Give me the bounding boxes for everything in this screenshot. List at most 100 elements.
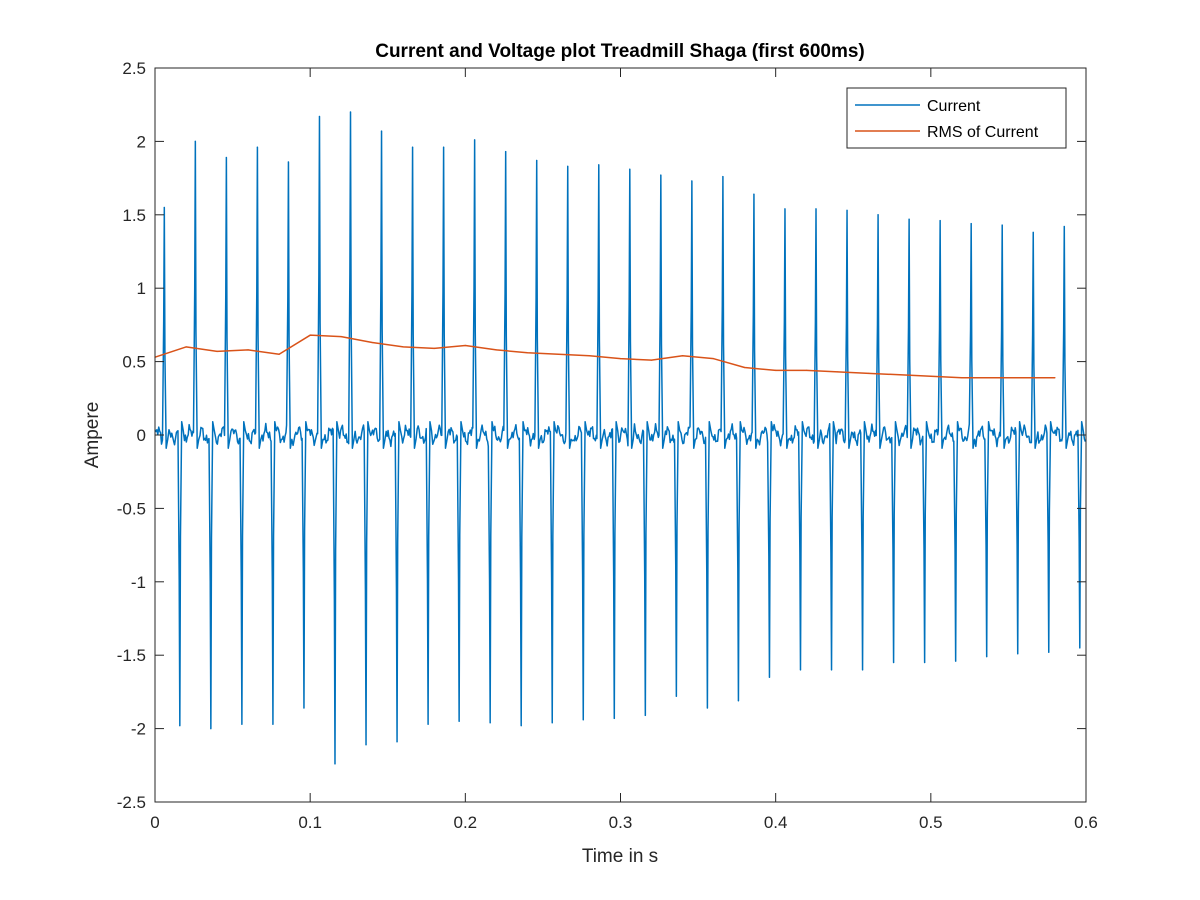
current-peak-point <box>815 208 817 210</box>
current-peak-point <box>877 214 879 216</box>
current-peak-point <box>629 168 631 170</box>
current-peak-point <box>582 719 584 721</box>
current-peak-point <box>753 193 755 195</box>
y-tick-label: 0.5 <box>122 353 146 372</box>
current-peak-point <box>861 669 864 671</box>
current-peak-point <box>380 130 383 132</box>
current-peak-point <box>846 209 848 211</box>
current-peak-point <box>256 146 259 148</box>
x-axis-label: Time in s <box>582 846 658 867</box>
current-peak-point <box>986 656 988 658</box>
rms-point <box>402 346 404 348</box>
y-tick-label: -1 <box>131 573 146 592</box>
current-peak-point <box>163 206 165 209</box>
y-tick-label: -2 <box>131 720 146 739</box>
current-peak-point <box>411 146 414 148</box>
rms-point <box>340 336 342 338</box>
y-tick-label: -0.5 <box>117 499 146 518</box>
rms-point <box>961 377 963 379</box>
current-peak-point <box>691 180 693 182</box>
current-peak-point <box>830 669 833 671</box>
current-peak-point <box>427 723 429 725</box>
y-axis-label: Ampere <box>82 402 103 469</box>
current-peak-point <box>443 146 445 148</box>
rms-point <box>744 366 746 369</box>
current-peak-point <box>1079 647 1081 649</box>
ticks-layer: 0 0.1 0.2 0.3 0.4 0.5 0.6 -2.5 -2 -1.5 -1 -0.5 0 0.5 1… <box>117 59 1098 832</box>
current-peak-point <box>784 208 786 210</box>
y-tick-label: 1 <box>137 279 146 298</box>
current-peak-point <box>567 165 569 167</box>
rms-point <box>713 358 715 360</box>
current-peak-point <box>272 723 274 725</box>
rms-point <box>992 377 994 379</box>
current-peak-point <box>458 720 460 722</box>
rms-point <box>806 369 808 372</box>
series-layer <box>154 111 1087 765</box>
x-tick-label: 0.5 <box>919 813 943 832</box>
y-tick-label: 2 <box>137 132 146 151</box>
current-peak-point <box>318 115 321 118</box>
current-peak-point <box>892 661 895 664</box>
rms-point <box>681 355 684 357</box>
current-peak-point <box>241 723 243 725</box>
current-peak-point <box>1017 653 1019 655</box>
series-line-rms <box>154 334 1055 379</box>
current-peak-point <box>908 218 910 220</box>
current-peak-point <box>349 111 352 113</box>
y-tick-label: -2.5 <box>117 793 146 812</box>
current-peak-point <box>613 717 615 719</box>
x-tick-label: 0.4 <box>764 813 788 832</box>
current-peak-point <box>768 676 771 678</box>
legend-box <box>846 87 1067 149</box>
current-peak-point <box>924 661 926 664</box>
y-tick-label: 1.5 <box>122 206 146 225</box>
legend-label-current: Current <box>927 98 981 115</box>
rms-point <box>1023 377 1025 379</box>
rms-point <box>557 353 560 355</box>
current-peak-point <box>303 707 305 709</box>
rms-point <box>1054 377 1056 379</box>
current-peak-point <box>799 669 802 671</box>
current-peak-point <box>970 223 972 225</box>
current-peak-point <box>675 695 677 697</box>
rms-point <box>588 355 591 357</box>
current-peak-point <box>737 700 740 702</box>
series-line-current <box>154 111 1087 765</box>
rms-point <box>526 352 529 354</box>
current-peak-point <box>225 156 227 159</box>
rms-point <box>433 347 435 349</box>
current-peak-point <box>660 174 662 176</box>
rms-point <box>464 344 466 347</box>
rms-point <box>899 374 901 376</box>
rms-point <box>930 375 932 377</box>
x-tick-label: 0.3 <box>609 813 633 832</box>
current-peak-point <box>287 161 290 163</box>
rms-point <box>278 353 280 355</box>
y-tick-label: 0 <box>137 426 146 445</box>
current-peak-point <box>520 725 522 727</box>
current-peak-point <box>1032 231 1034 234</box>
legend-label-rms: RMS of Current <box>927 124 1039 141</box>
chart-title: Current and Voltage plot Treadmill Shaga… <box>375 41 865 62</box>
current-peak-point <box>939 220 941 222</box>
rms-point <box>837 371 839 373</box>
rms-point <box>309 334 311 336</box>
x-tick-label: 0.1 <box>298 813 322 832</box>
rms-point <box>619 358 622 360</box>
current-peak-point <box>334 763 336 765</box>
rms-point <box>495 349 497 351</box>
current-peak-point <box>179 725 181 727</box>
y-tick-label: 2.5 <box>122 59 146 78</box>
current-peak-point <box>194 140 196 142</box>
current-peak-point <box>551 722 553 724</box>
x-tick-label: 0.6 <box>1074 813 1098 832</box>
current-peak-point <box>474 139 476 141</box>
y-tick-label: -1.5 <box>117 646 146 665</box>
rms-point <box>868 372 870 374</box>
rms-point <box>650 359 653 361</box>
rms-point <box>216 350 218 352</box>
current-peak-point <box>955 660 957 662</box>
